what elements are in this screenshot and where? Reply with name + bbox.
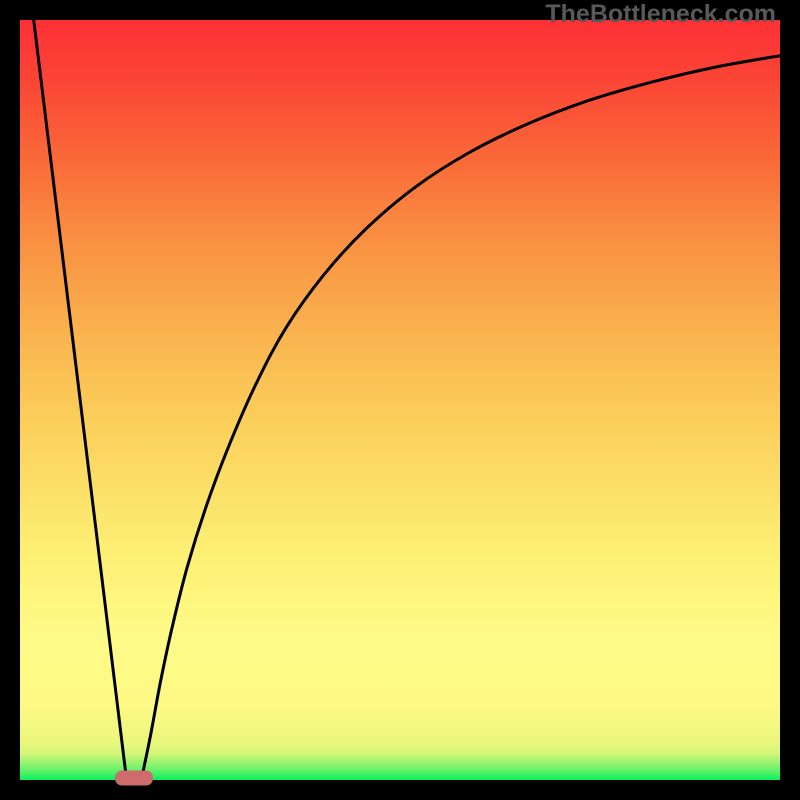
curve-svg [20, 20, 780, 780]
chart-container: TheBottleneck.com [0, 0, 800, 800]
watermark-text: TheBottleneck.com [545, 0, 776, 29]
plot-area [20, 20, 780, 780]
minimum-marker [115, 770, 153, 785]
